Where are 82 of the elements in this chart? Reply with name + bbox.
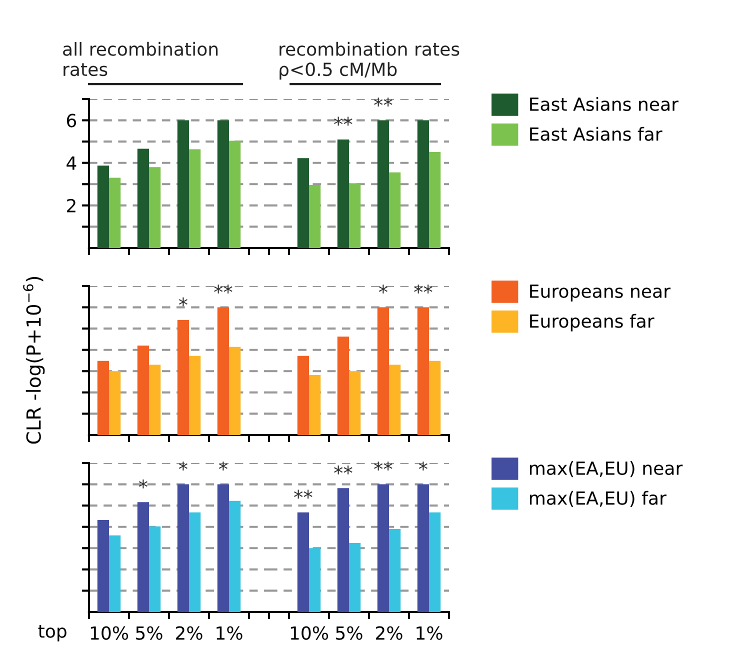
bar (389, 528, 401, 612)
bar (189, 512, 201, 612)
bar (349, 183, 361, 248)
legend-label: East Asians far (530, 126, 662, 141)
bar (337, 488, 349, 612)
bar (377, 120, 389, 248)
bar (177, 320, 189, 435)
bar (177, 120, 189, 248)
bar (389, 172, 401, 248)
bar (417, 120, 429, 248)
y-tick-label: 6 (66, 114, 76, 128)
legend-label: Europeans far (530, 314, 654, 332)
x-tick-label: 2% (376, 626, 402, 640)
bar (309, 184, 321, 248)
bar (149, 364, 161, 435)
bar (97, 520, 109, 612)
annotation: ** (414, 284, 432, 294)
bar (229, 500, 241, 612)
y-tick-label: 4 (66, 156, 76, 170)
annotation: ** (374, 462, 392, 471)
bar (377, 307, 389, 435)
bar (109, 178, 121, 248)
bar (109, 535, 121, 612)
chart-title: all recombination rates (63, 42, 218, 76)
chart-title: recombination rates ρ<0.5 cM/Mb (280, 42, 460, 80)
bar (429, 152, 441, 248)
y-tick-label: 2 (67, 198, 76, 212)
legend-label: max(EA,EU) far (530, 490, 666, 507)
bar (109, 371, 121, 435)
x-tick-label: 1% (216, 626, 242, 640)
bar (389, 364, 401, 435)
legend-label: East Asians near (530, 97, 678, 111)
bar (337, 336, 349, 435)
bar (429, 360, 441, 435)
bar (217, 307, 229, 435)
bar (337, 139, 349, 248)
bar (297, 158, 309, 248)
annotation: * (418, 462, 428, 471)
bar (349, 543, 361, 612)
bar (137, 502, 149, 612)
annotation: * (178, 462, 188, 471)
bar (229, 346, 241, 435)
bar (417, 307, 429, 435)
bar (149, 526, 161, 612)
annotation: * (218, 462, 228, 471)
bar (429, 512, 441, 612)
annotation: * (178, 297, 188, 306)
bar (189, 149, 201, 248)
x-tick-label: 10% (290, 626, 328, 640)
text: top (38, 624, 66, 642)
bar (177, 484, 189, 612)
annotation: * (378, 284, 388, 294)
bar (217, 484, 229, 612)
bar (377, 484, 389, 612)
x-tick-label: 10% (90, 626, 128, 640)
bar (349, 371, 361, 435)
legend-label: max(EA,EU) near (530, 461, 683, 478)
annotation: ** (214, 284, 232, 294)
bar (189, 356, 201, 435)
bar (297, 356, 309, 435)
annotation: ** (334, 465, 352, 474)
bar (97, 360, 109, 435)
y-axis-title: CLR -log(P+10$^{−6}$) (23, 276, 45, 444)
legend-label: Europeans near (530, 284, 671, 302)
bar (137, 346, 149, 435)
bar (297, 512, 309, 612)
x-tick-label: 5% (336, 626, 362, 640)
bar (309, 548, 321, 612)
bar (137, 148, 149, 248)
x-tick-label: 1% (416, 626, 442, 640)
bar (229, 140, 241, 248)
annotation: ** (294, 490, 312, 499)
annotation: ** (374, 98, 392, 107)
bar (149, 167, 161, 248)
bar (417, 484, 429, 612)
annotation: ** (334, 116, 352, 126)
bar (309, 374, 321, 435)
x-tick-label: 2% (176, 626, 202, 640)
annotation: * (138, 480, 148, 488)
bar (97, 166, 109, 248)
bar (217, 120, 229, 248)
x-tick-label: 5% (136, 626, 162, 640)
